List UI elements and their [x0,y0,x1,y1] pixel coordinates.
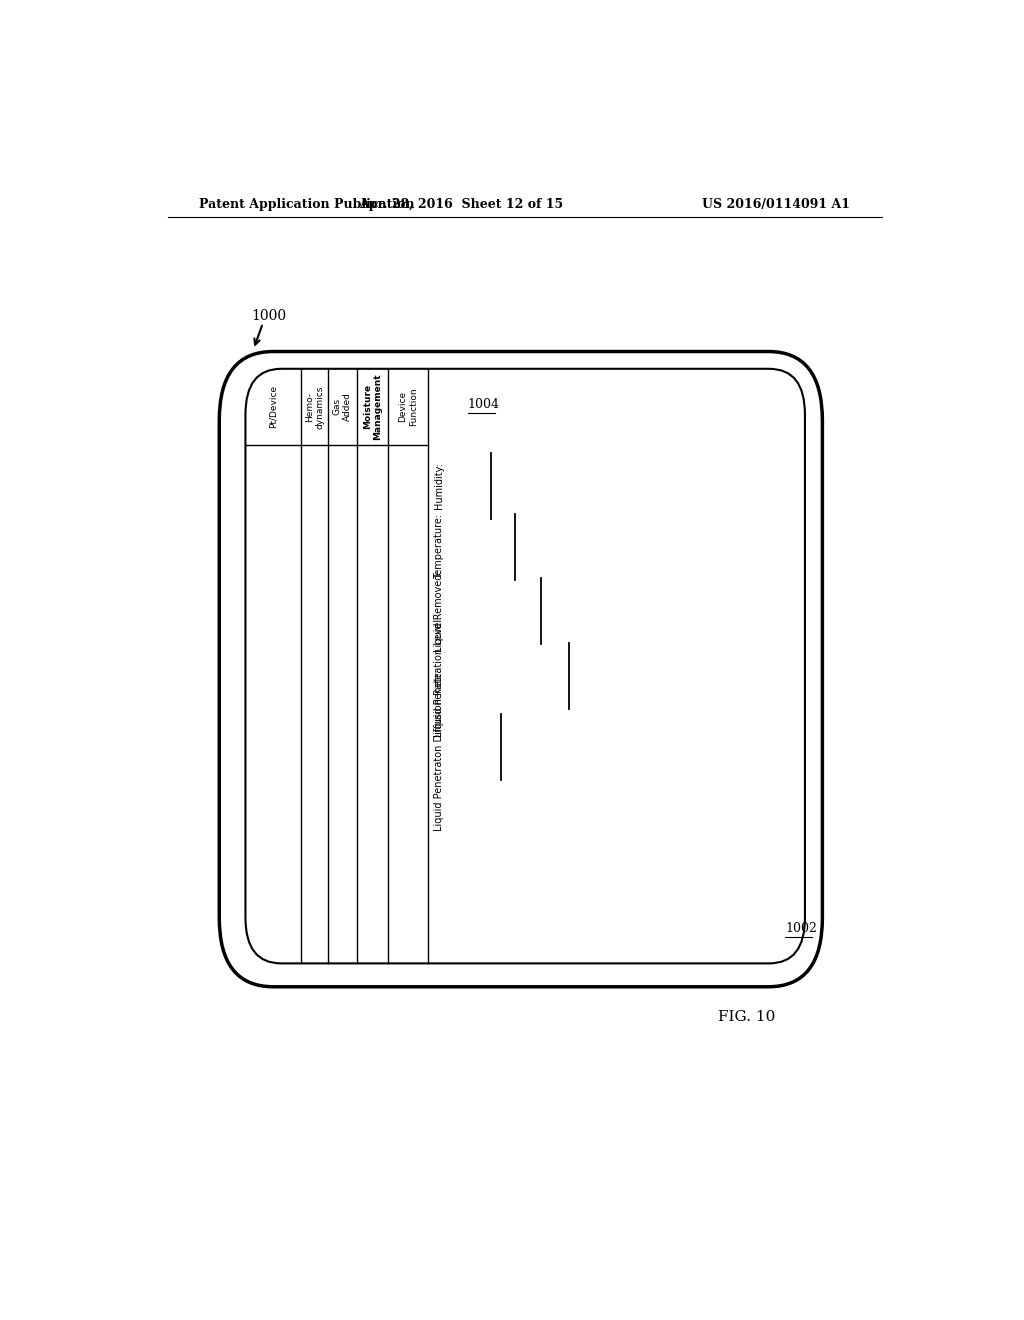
FancyBboxPatch shape [246,368,805,964]
Text: Liquid Penetration Level:: Liquid Penetration Level: [434,616,444,738]
Text: 1000: 1000 [251,309,286,323]
Text: Moisture
Management: Moisture Management [362,374,382,441]
Text: 1002: 1002 [785,923,817,936]
Text: Liquid Penetraton Diffusion Rate:: Liquid Penetraton Diffusion Rate: [434,669,444,830]
FancyBboxPatch shape [219,351,822,987]
Text: FIG. 10: FIG. 10 [718,1010,776,1024]
Text: Liquid Removed:: Liquid Removed: [434,570,444,652]
Text: Humidity:: Humidity: [434,462,444,510]
Text: Pt/Device: Pt/Device [268,385,278,429]
Text: Patent Application Publication: Patent Application Publication [200,198,415,211]
Text: 1004: 1004 [468,397,500,411]
Text: Apr. 28, 2016  Sheet 12 of 15: Apr. 28, 2016 Sheet 12 of 15 [359,198,563,211]
Text: US 2016/0114091 A1: US 2016/0114091 A1 [702,198,850,211]
Text: Temperature:: Temperature: [434,513,444,579]
Text: Device
Function: Device Function [398,388,418,426]
Text: Gas
Added: Gas Added [333,392,352,421]
Text: Hemo-
dynamics: Hemo- dynamics [305,385,325,429]
